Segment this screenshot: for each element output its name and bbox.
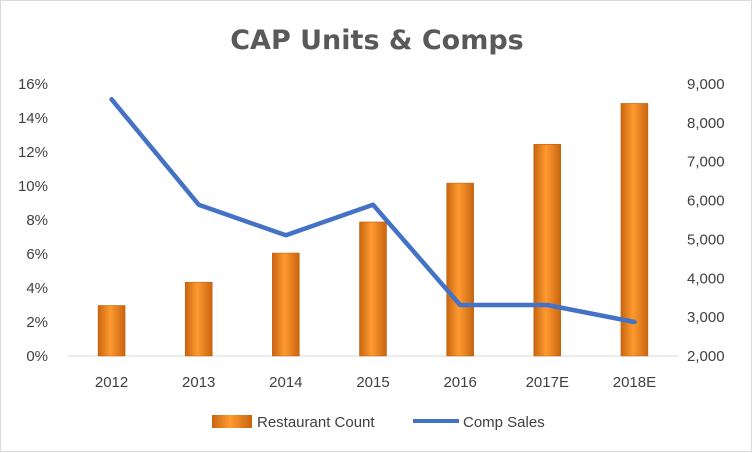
x-tick-label: 2014 (269, 374, 302, 391)
y-left-tick-label: 4% (26, 280, 48, 297)
bar (98, 305, 125, 356)
y-left-tick-label: 16% (18, 76, 48, 93)
x-axis: 2012 2013 2014 2015 2016 2017E 2018E (95, 374, 656, 391)
y-left-tick-label: 10% (18, 178, 48, 195)
x-tick-label: 2012 (95, 374, 128, 391)
bar (185, 282, 212, 356)
chart-title: CAP Units & Comps (230, 25, 524, 56)
y-left-tick-label: 12% (18, 144, 48, 161)
bar (272, 253, 299, 356)
y-left-tick-label: 6% (26, 246, 48, 263)
y-left-tick-label: 2% (26, 314, 48, 331)
x-tick-label: 2015 (356, 374, 389, 391)
legend-label-line: Comp Sales (463, 414, 545, 431)
y-right-tick-label: 8,000 (687, 115, 725, 132)
legend: Restaurant Count Comp Sales (212, 414, 545, 431)
y-right-tick-label: 6,000 (687, 193, 725, 210)
right-axis: 2,000 3,000 4,000 5,000 6,000 7,000 8,000 9,000 (687, 76, 725, 365)
bar (534, 144, 561, 356)
legend-swatch-bar (212, 415, 252, 428)
x-tick-label: 2016 (443, 374, 476, 391)
y-right-tick-label: 3,000 (687, 309, 725, 326)
y-left-tick-label: 0% (26, 348, 48, 365)
y-right-tick-label: 2,000 (687, 348, 725, 365)
y-right-tick-label: 4,000 (687, 270, 725, 287)
y-right-tick-label: 9,000 (687, 76, 725, 93)
y-right-tick-label: 7,000 (687, 154, 725, 171)
x-tick-label: 2013 (182, 374, 215, 391)
bar-series (98, 103, 648, 356)
y-left-tick-label: 8% (26, 212, 48, 229)
legend-label-bar: Restaurant Count (257, 414, 375, 431)
y-left-tick-label: 14% (18, 110, 48, 127)
y-right-tick-label: 5,000 (687, 231, 725, 248)
bar (447, 183, 474, 356)
x-tick-label: 2017E (526, 374, 569, 391)
bar (360, 222, 387, 356)
left-axis: 0% 2% 4% 6% 8% 10% 12% 14% 16% (18, 76, 48, 365)
x-tick-label: 2018E (613, 374, 656, 391)
